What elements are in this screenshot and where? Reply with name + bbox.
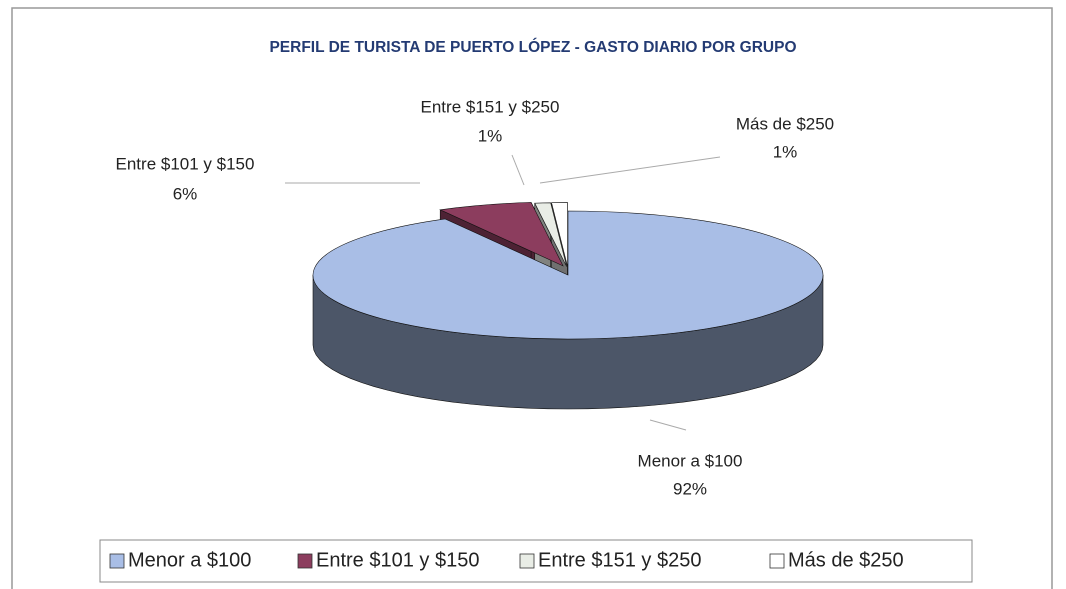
legend-label: Entre $151 y $250 [538,549,701,571]
legend-swatch [519,553,535,569]
legend-swatch [769,553,785,569]
legend-label: Más de $250 [788,549,904,571]
leader-line [649,419,687,431]
data-label-name: Más de $250 [736,114,834,133]
pie-tops [312,202,824,340]
legend-label: Menor a $100 [128,549,251,571]
leader-line [511,154,525,186]
legend-swatch [297,553,313,569]
pie-slice [551,202,568,267]
legend-swatch [109,553,125,569]
data-label-name: Entre $101 y $150 [116,154,255,173]
data-label: 1% [773,142,798,161]
legend-label: Entre $101 y $150 [316,549,479,571]
legend-box [99,539,973,583]
chart-title: PERFIL DE TURISTA DE PUERTO LÓPEZ - GAST… [269,38,796,56]
data-label: 92% [673,479,707,498]
pie-slice [534,202,567,267]
pie-slice [312,210,824,340]
leader-line [539,156,721,184]
pie-slice [439,202,564,267]
data-label-name: Entre $151 y $250 [421,97,560,116]
data-label: 6% [173,184,198,203]
data-label: 1% [478,126,503,145]
data-label-name: Menor a $100 [638,451,743,470]
